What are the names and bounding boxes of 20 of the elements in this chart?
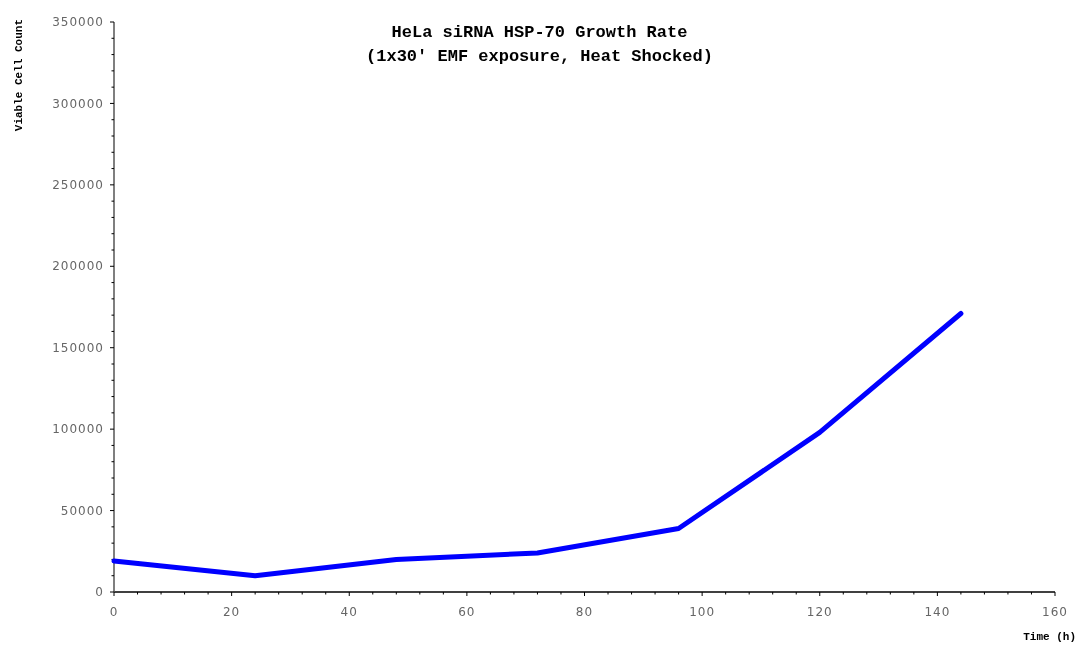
x-tick-label: 140 bbox=[924, 605, 951, 619]
x-tick-label: 100 bbox=[689, 605, 716, 619]
x-tick-label: 40 bbox=[340, 605, 358, 619]
x-axis-title: Time (h) bbox=[1023, 631, 1076, 643]
x-tick-label: 80 bbox=[575, 605, 594, 619]
y-axis-title: Viable Cell Count bbox=[13, 19, 25, 132]
y-tick-label: 300000 bbox=[52, 96, 104, 111]
x-tick-label: 60 bbox=[458, 605, 476, 619]
y-tick-label: 350000 bbox=[52, 15, 104, 30]
y-tick-label: 200000 bbox=[52, 259, 104, 274]
x-tick-label: 120 bbox=[806, 605, 833, 619]
x-tick-label: 20 bbox=[222, 605, 241, 619]
y-tick-label: 50000 bbox=[60, 503, 104, 518]
y-tick-label: 250000 bbox=[52, 178, 104, 193]
x-tick-label: 160 bbox=[1042, 605, 1068, 619]
y-tick-label: 0 bbox=[95, 585, 104, 600]
y-tick-label: 100000 bbox=[52, 422, 104, 437]
y-tick-label: 150000 bbox=[52, 340, 104, 355]
x-tick-label: 0 bbox=[109, 605, 119, 619]
text: HeLa siRNA HSP-70 Growth Rate (1x30' EMF exposure, Heat Shocked) bbox=[366, 23, 713, 66]
